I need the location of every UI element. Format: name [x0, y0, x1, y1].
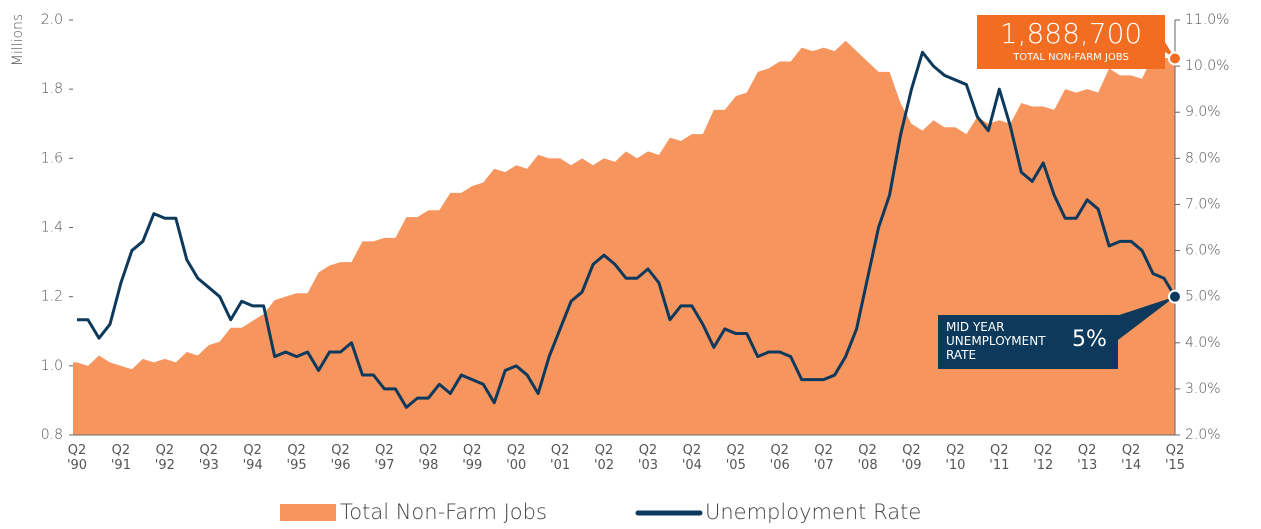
callout-pointer [1110, 296, 1175, 340]
x-tick-label: Q2 '01 [550, 443, 571, 473]
legend-label: Unemployment Rate [705, 500, 921, 524]
legend-label: Total Non-Farm Jobs [340, 500, 547, 524]
x-tick-label: Q2 '08 [857, 443, 878, 473]
x-tick-label: Q2 '11 [989, 443, 1010, 473]
y2-tick-label: 7.0% [1185, 196, 1221, 212]
y-tick-label: 1.4 [41, 220, 63, 236]
x-tick-label: Q2 '96 [330, 443, 351, 473]
jobs-callout [977, 15, 1165, 69]
x-tick-label: Q2 '04 [681, 443, 702, 473]
y2-tick-label: 6.0% [1185, 243, 1221, 259]
y-tick-label: 1.6 [41, 150, 63, 166]
y2-tick-label: 3.0% [1185, 381, 1221, 397]
x-tick-label: Q2 '14 [1121, 443, 1142, 473]
jobs-endpoint [1168, 51, 1182, 66]
x-tick-label: Q2 '13 [1077, 443, 1098, 473]
x-tick-label: Q2 '05 [725, 443, 746, 473]
x-tick-label: Q2 '95 [286, 443, 307, 473]
y-tick-label: 1.2 [41, 289, 63, 305]
x-tick-label: Q2 '10 [945, 443, 966, 473]
x-tick-label: Q2 '91 [110, 443, 131, 473]
y2-tick-label: 5.0% [1185, 289, 1221, 305]
x-tick-label: Q2 '94 [242, 443, 263, 473]
y2-tick-label: 11.0% [1185, 12, 1229, 28]
callout-value: 5% [1072, 327, 1107, 352]
x-tick-label: Q2 '03 [637, 443, 659, 473]
y-tick-label: 1.8 [41, 81, 63, 97]
y2-tick-label: 2.0% [1185, 427, 1221, 443]
callout-label: TOTAL NON-FARM JOBS [1013, 52, 1129, 63]
y-tick-label: 0.8 [41, 427, 63, 443]
x-tick-label: Q2 '93 [198, 443, 219, 473]
x-tick-label: Q2 '92 [154, 443, 175, 473]
x-tick-label: Q2 '90 [66, 443, 88, 473]
x-tick-label: Q2 '98 [418, 443, 439, 473]
x-tick-label: Q2 '97 [374, 443, 395, 473]
x-tick-label: Q2 '07 [813, 443, 834, 473]
y2-tick-label: 8.0% [1185, 150, 1221, 166]
x-tick-label: Q2 '15 [1164, 443, 1186, 473]
y2-tick-label: 10.0% [1185, 58, 1229, 74]
legend-swatch [280, 504, 336, 521]
x-tick-label: Q2 '99 [462, 443, 483, 473]
x-tick-label: Q2 '09 [901, 443, 922, 473]
x-tick-label: Q2 '12 [1033, 443, 1054, 473]
x-tick-label: Q2 '00 [506, 443, 527, 473]
y-tick-label: 2.0 [41, 12, 63, 28]
y-axis-label: Millions [10, 14, 26, 66]
rate-endpoint [1168, 289, 1182, 304]
y2-tick-label: 4.0% [1185, 335, 1221, 351]
callout-label: MID YEAR UNEMPLOYMENT RATE [946, 320, 1046, 362]
callout-value: 1,888,700 [999, 17, 1143, 50]
y-tick-label: 1.0 [41, 358, 63, 374]
x-tick-label: Q2 '02 [593, 443, 615, 473]
y2-tick-label: 9.0% [1185, 104, 1221, 120]
rate-callout [938, 315, 1118, 369]
unemployment-line [77, 50, 1177, 409]
x-tick-label: Q2 '06 [769, 443, 790, 473]
jobs-area [73, 40, 1175, 435]
